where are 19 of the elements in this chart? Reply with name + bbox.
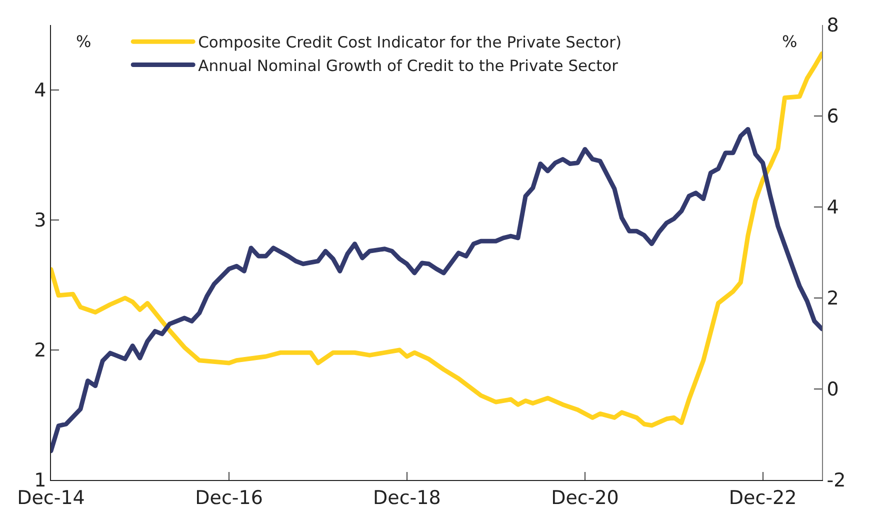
line-series	[51, 126, 822, 454]
y2-tick-label: 2	[826, 288, 839, 310]
y2-tick-label: 4	[826, 196, 839, 219]
legend-label: Composite Credit Cost Indicator for the Private Sector)	[198, 34, 622, 52]
y-tick-label: 2	[34, 340, 46, 362]
legend-label: Annual Nominal Growth of Credit to the Private Sector	[198, 56, 619, 75]
annotation: %	[782, 32, 798, 51]
y2-tick-label: 0	[826, 378, 839, 401]
y-tick-label: 3	[34, 210, 46, 232]
line-series	[51, 51, 822, 428]
y2-tick-label: 6	[826, 106, 839, 128]
y2-tick-label: 8	[826, 14, 839, 37]
x-tick-label: Dec-20	[551, 486, 619, 509]
annotation: %	[76, 32, 92, 51]
x-tick-label: Dec-16	[195, 486, 263, 509]
y2-tick-label: -2	[826, 470, 846, 492]
x-tick-label: Dec-22	[728, 486, 797, 509]
x-tick-label: Dec-18	[372, 486, 441, 509]
y-tick-label: 4	[34, 80, 46, 102]
